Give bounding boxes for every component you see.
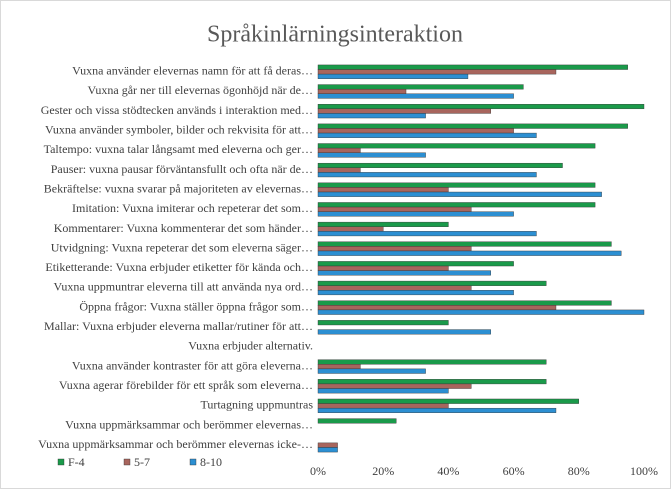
bar bbox=[317, 172, 537, 178]
bar bbox=[317, 442, 338, 448]
bar bbox=[317, 143, 596, 149]
y-tick-label: Mallar: Vuxna erbjuder eleverna mallar/r… bbox=[44, 319, 313, 333]
y-tick-label: Utvidgning: Vuxna repeterar det som elev… bbox=[51, 240, 313, 254]
legend-label: 8-10 bbox=[200, 455, 222, 469]
bar bbox=[317, 364, 361, 370]
legend-label: 5-7 bbox=[134, 455, 150, 469]
y-tick-label: Turtagning uppmuntras bbox=[200, 398, 313, 412]
y-tick-label: Imitation: Vuxna imiterar och repeterar … bbox=[72, 201, 313, 215]
bar bbox=[317, 379, 547, 385]
bar bbox=[317, 265, 449, 271]
y-tick-label: Vuxna använder kontraster för att göra e… bbox=[72, 358, 313, 372]
bar bbox=[317, 250, 622, 256]
bar bbox=[317, 132, 537, 138]
bar bbox=[317, 147, 361, 153]
bar bbox=[317, 290, 514, 296]
bar bbox=[317, 211, 514, 217]
bar bbox=[317, 162, 563, 168]
y-tick-label: Vuxna går ner till elevernas ögonhöjd nä… bbox=[87, 83, 313, 97]
y-tick-label: Öppna frågor: Vuxna ställer öppna frågor… bbox=[79, 299, 313, 313]
bar bbox=[317, 226, 384, 232]
bar bbox=[317, 403, 449, 409]
bar bbox=[317, 113, 426, 119]
y-tick-label: Vuxna agerar förebilder för ett språk so… bbox=[59, 378, 313, 392]
bar bbox=[317, 241, 612, 247]
y-tick-label: Vuxna uppmärksammar och berömmer elevern… bbox=[65, 417, 313, 431]
bar bbox=[317, 206, 472, 212]
bar bbox=[317, 280, 547, 286]
bar bbox=[317, 182, 596, 188]
bar bbox=[317, 88, 407, 94]
legend-label: F-4 bbox=[68, 455, 85, 469]
bar bbox=[317, 73, 469, 79]
bar bbox=[317, 93, 514, 99]
bar bbox=[317, 128, 514, 134]
bar bbox=[317, 246, 472, 252]
bar bbox=[317, 64, 628, 70]
x-tick-label: 60% bbox=[503, 464, 525, 478]
bar bbox=[317, 167, 361, 173]
y-tick-label: Pauser: vuxna pausar förväntansfullt och… bbox=[51, 162, 313, 176]
bar bbox=[317, 202, 596, 208]
bar bbox=[317, 285, 472, 291]
bar bbox=[317, 123, 628, 129]
bar bbox=[317, 359, 547, 365]
legend-swatch bbox=[123, 458, 131, 466]
y-tick-label: Bekräftelse: vuxna svarar på majoriteten… bbox=[44, 181, 313, 195]
bar bbox=[317, 329, 491, 335]
bar bbox=[317, 104, 645, 110]
bar bbox=[317, 300, 612, 306]
y-tick-label: Etiketterande: Vuxna erbjuder etiketter … bbox=[45, 260, 313, 274]
y-tick-label: Taltempo: vuxna talar långsamt med eleve… bbox=[44, 142, 313, 156]
bar bbox=[317, 191, 602, 197]
y-tick-label: Vuxna erbjuder alternativ. bbox=[188, 339, 313, 353]
bar bbox=[317, 187, 449, 193]
bar bbox=[317, 261, 514, 267]
bar bbox=[317, 383, 472, 389]
chart-title: Språkinlärningsinteraktion bbox=[207, 22, 463, 48]
bar bbox=[317, 447, 338, 453]
bar bbox=[317, 388, 449, 394]
bar bbox=[317, 305, 557, 311]
y-tick-label: Vuxna uppmuntrar eleverna till att använ… bbox=[53, 280, 313, 294]
bar bbox=[317, 407, 557, 413]
x-tick-label: 80% bbox=[568, 464, 590, 478]
bar bbox=[317, 108, 491, 114]
x-tick-label: 0% bbox=[310, 464, 326, 478]
y-tick-label: Vuxna uppmärksammar och berömmer elevern… bbox=[38, 437, 313, 451]
x-tick-label: 20% bbox=[372, 464, 394, 478]
legend-swatch bbox=[57, 458, 65, 466]
bar bbox=[317, 231, 537, 237]
x-tick-label: 100% bbox=[630, 464, 658, 478]
bar bbox=[317, 152, 426, 158]
bar bbox=[317, 84, 524, 90]
y-tick-label: Vuxna använder elevernas namn för att få… bbox=[72, 64, 313, 78]
bar bbox=[317, 368, 426, 374]
bar bbox=[317, 221, 449, 227]
bar bbox=[317, 69, 557, 75]
legend-swatch bbox=[189, 458, 197, 466]
bar bbox=[317, 418, 397, 424]
bar bbox=[317, 320, 449, 326]
y-tick-label: Kommentarer: Vuxna kommenterar det som h… bbox=[54, 221, 313, 235]
x-tick-label: 40% bbox=[437, 464, 459, 478]
bar bbox=[317, 309, 645, 315]
bar bbox=[317, 270, 491, 276]
y-tick-label: Gester och vissa stödtecken används i in… bbox=[41, 103, 313, 117]
y-tick-label: Vuxna använder symboler, bilder och rekv… bbox=[45, 123, 313, 137]
bar bbox=[317, 398, 579, 404]
